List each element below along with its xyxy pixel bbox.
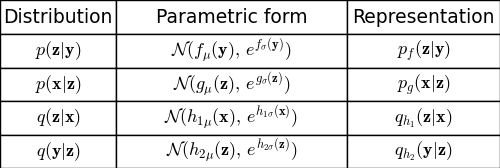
Text: $q_{h_2}(\mathbf{y}|\mathbf{z})$: $q_{h_2}(\mathbf{y}|\mathbf{z})$ bbox=[394, 140, 452, 163]
Text: $q(\mathbf{z}|\mathbf{x})$: $q(\mathbf{z}|\mathbf{x})$ bbox=[36, 107, 80, 129]
Bar bbox=[0, 0, 116, 34]
Text: Distribution: Distribution bbox=[4, 8, 112, 27]
Text: $q(\mathbf{y}|\mathbf{z})$: $q(\mathbf{y}|\mathbf{z})$ bbox=[36, 140, 80, 163]
Text: $\mathcal{N}(h_{2\mu}(\mathbf{z}),\, e^{h_{2\sigma}(\mathbf{z})})$: $\mathcal{N}(h_{2\mu}(\mathbf{z}),\, e^{… bbox=[166, 137, 298, 165]
Text: Representation: Representation bbox=[352, 8, 495, 27]
Bar bbox=[0, 68, 116, 101]
Text: $p(\mathbf{x}|\mathbf{z})$: $p(\mathbf{x}|\mathbf{z})$ bbox=[34, 73, 82, 96]
Text: $\mathcal{N}(f_\mu(\mathbf{y}),\, e^{f_\sigma(\mathbf{y})})$: $\mathcal{N}(f_\mu(\mathbf{y}),\, e^{f_\… bbox=[171, 37, 292, 65]
Bar bbox=[347, 0, 500, 34]
Bar bbox=[347, 101, 500, 135]
Bar bbox=[347, 135, 500, 168]
Text: $\mathcal{N}(g_\mu(\mathbf{z}),\, e^{g_\sigma(\mathbf{z})})$: $\mathcal{N}(g_\mu(\mathbf{z}),\, e^{g_\… bbox=[172, 70, 290, 99]
Bar bbox=[347, 68, 500, 101]
Bar bbox=[116, 68, 347, 101]
Text: Parametric form: Parametric form bbox=[156, 8, 308, 27]
Bar bbox=[0, 34, 116, 68]
Bar bbox=[116, 135, 347, 168]
Bar bbox=[347, 34, 500, 68]
Text: $q_{h_1}(\mathbf{z}|\mathbf{x})$: $q_{h_1}(\mathbf{z}|\mathbf{x})$ bbox=[394, 106, 452, 130]
Text: $p_f(\mathbf{z}|\mathbf{y})$: $p_f(\mathbf{z}|\mathbf{y})$ bbox=[396, 39, 450, 63]
Bar bbox=[116, 0, 347, 34]
Bar bbox=[116, 101, 347, 135]
Bar bbox=[116, 34, 347, 68]
Text: $p(\mathbf{z}|\mathbf{y})$: $p(\mathbf{z}|\mathbf{y})$ bbox=[34, 40, 82, 62]
Text: $p_g(\mathbf{x}|\mathbf{z})$: $p_g(\mathbf{x}|\mathbf{z})$ bbox=[396, 72, 450, 97]
Text: $\mathcal{N}(h_{1\mu}(\mathbf{x}),\, e^{h_{1\sigma}(\mathbf{x})})$: $\mathcal{N}(h_{1\mu}(\mathbf{x}),\, e^{… bbox=[164, 104, 298, 132]
Bar bbox=[0, 135, 116, 168]
Bar bbox=[0, 101, 116, 135]
